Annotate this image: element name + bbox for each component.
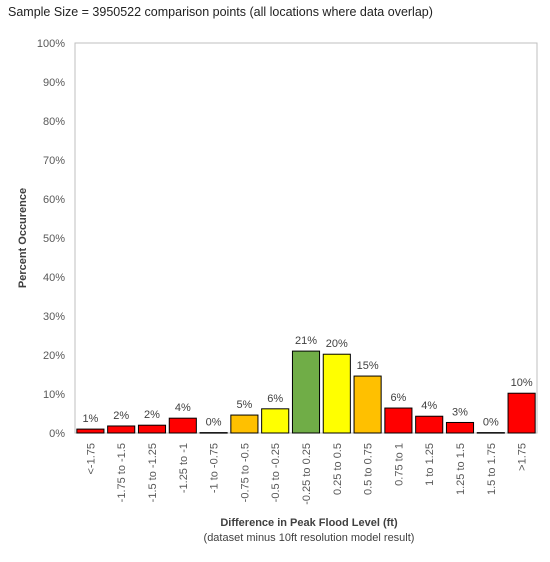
bar-data-label: 21% bbox=[295, 335, 317, 347]
chart-bars bbox=[76, 350, 536, 434]
x-tick-label: >1.75 bbox=[517, 443, 529, 471]
x-tick-label: <-1.75 bbox=[85, 443, 97, 475]
y-tick-label: 40% bbox=[43, 272, 65, 284]
x-tick-label: -1 to -0.75 bbox=[209, 443, 221, 493]
x-tick-label: -1.5 to -1.25 bbox=[147, 443, 159, 502]
bar-data-label: 0% bbox=[483, 417, 499, 429]
bar bbox=[384, 407, 413, 434]
bar-data-label: 1% bbox=[82, 413, 98, 425]
bar bbox=[291, 350, 321, 434]
x-tick-label: -0.75 to -0.5 bbox=[239, 443, 251, 502]
bar bbox=[445, 421, 475, 434]
bar-data-label: 0% bbox=[206, 417, 222, 429]
x-tick-label: 0.5 to 0.75 bbox=[363, 443, 375, 495]
bar-data-label: 15% bbox=[357, 360, 379, 372]
bar bbox=[415, 415, 444, 434]
bar-data-label: 20% bbox=[326, 338, 348, 350]
x-tick-label: 1.25 to 1.5 bbox=[455, 443, 467, 495]
x-axis-subtitle: (dataset minus 10ft resolution model res… bbox=[204, 532, 415, 544]
bar bbox=[137, 424, 167, 434]
y-tick-label: 100% bbox=[37, 38, 65, 50]
bar-data-label: 5% bbox=[236, 399, 252, 411]
chart-data-labels: 1% 2% 2% 4% 0% 5% 6% 21% 20% 15% 6% 4% 3% 0% 10% bbox=[82, 335, 532, 429]
x-axis-title: Difference in Peak Flood Level (ft) bbox=[220, 517, 398, 529]
bar bbox=[353, 375, 382, 434]
bar-data-label: 3% bbox=[452, 406, 468, 418]
bar bbox=[230, 414, 259, 434]
bar-data-label: 4% bbox=[175, 402, 191, 414]
x-tick-label: 0.75 to 1 bbox=[393, 443, 405, 486]
y-tick-label: 0% bbox=[49, 428, 65, 440]
bar bbox=[261, 408, 290, 434]
y-tick-label: 50% bbox=[43, 233, 65, 245]
sample-size-note: Sample Size = 3950522 comparison points … bbox=[8, 5, 433, 19]
y-tick-label: 30% bbox=[43, 311, 65, 323]
chart-axis-titles: Difference in Peak Flood Level (ft) (data… bbox=[17, 188, 414, 544]
bar bbox=[107, 425, 136, 434]
bar bbox=[476, 432, 505, 434]
x-tick-label: 0.25 to 0.5 bbox=[332, 443, 344, 495]
y-tick-label: 10% bbox=[43, 389, 65, 401]
bar-data-label: 10% bbox=[511, 377, 533, 389]
y-tick-label: 70% bbox=[43, 155, 65, 167]
x-tick-label: -0.25 to 0.25 bbox=[301, 443, 313, 505]
bar-data-label: 2% bbox=[144, 409, 160, 421]
x-tick-label: -1.25 to -1 bbox=[178, 443, 190, 493]
bar bbox=[322, 353, 351, 434]
bar-data-label: 6% bbox=[390, 392, 406, 404]
x-tick-label: -1.75 to -1.5 bbox=[116, 443, 128, 502]
chart-axes: 0% 10% 20% 30% 40% 50% 60% 70% 80% 90% 100% <-1.75 -… bbox=[37, 38, 538, 505]
y-tick-label: 90% bbox=[43, 77, 65, 89]
x-tick-label: 1 to 1.25 bbox=[424, 443, 436, 486]
bar-data-label: 2% bbox=[113, 410, 129, 422]
x-tick-label: 1.5 to 1.75 bbox=[486, 443, 498, 495]
y-tick-label: 60% bbox=[43, 194, 65, 206]
bar-data-label: 4% bbox=[421, 400, 437, 412]
bar bbox=[168, 417, 197, 434]
y-axis-title: Percent Occurence bbox=[17, 188, 29, 288]
y-tick-label: 80% bbox=[43, 116, 65, 128]
y-tick-label: 20% bbox=[43, 350, 65, 362]
x-tick-label: -0.5 to -0.25 bbox=[270, 443, 282, 502]
bar bbox=[76, 428, 105, 434]
bar bbox=[199, 432, 228, 434]
bar bbox=[507, 392, 536, 434]
bar-data-label: 6% bbox=[267, 393, 283, 405]
